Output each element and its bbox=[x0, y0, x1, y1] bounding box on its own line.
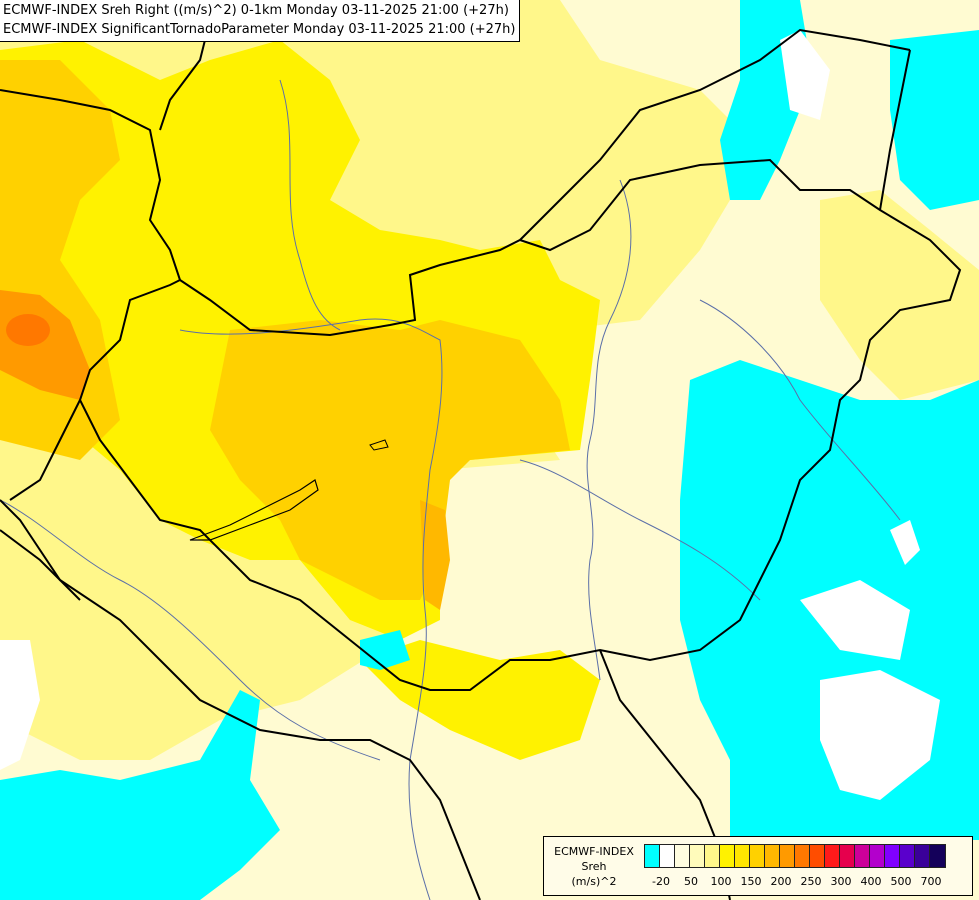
cyan-area-far-northeast bbox=[890, 30, 979, 210]
legend-swatches bbox=[644, 844, 946, 868]
legend-swatch bbox=[675, 845, 690, 867]
map-title-box: ECMWF-INDEX Sreh Right ((m/s)^2) 0-1km M… bbox=[0, 0, 521, 42]
map-title-line1: ECMWF-INDEX Sreh Right ((m/s)^2) 0-1km M… bbox=[3, 3, 509, 18]
legend-swatch bbox=[750, 845, 765, 867]
lake-balaton bbox=[189, 479, 319, 541]
legend-title: ECMWF-INDEX Sreh (m/s)^2 bbox=[547, 844, 641, 889]
legend-swatch bbox=[660, 845, 675, 867]
legend-swatch bbox=[795, 845, 810, 867]
white-area-east-2 bbox=[820, 670, 940, 800]
hungary-border bbox=[78, 158, 962, 691]
legend-swatch bbox=[900, 845, 915, 867]
legend-title-line3: (m/s)^2 bbox=[571, 875, 617, 888]
legend-swatch bbox=[705, 845, 720, 867]
legend-swatch bbox=[735, 845, 750, 867]
legend-tick-label: 700 bbox=[920, 875, 942, 888]
orange-area-streak bbox=[420, 500, 450, 610]
legend-tick-label: 200 bbox=[770, 875, 792, 888]
legend-swatch bbox=[870, 845, 885, 867]
legend-swatch bbox=[855, 845, 870, 867]
legend-swatch bbox=[720, 845, 735, 867]
legend-swatch bbox=[645, 845, 660, 867]
legend-tick-label: -20 bbox=[652, 875, 670, 888]
legend-title-line2: Sreh bbox=[581, 860, 607, 873]
legend-swatch bbox=[780, 845, 795, 867]
legend-swatch bbox=[930, 845, 945, 867]
white-area-west bbox=[0, 640, 40, 770]
legend-swatch bbox=[885, 845, 900, 867]
orange-yellow-area-central bbox=[210, 320, 570, 600]
map-title-line2: ECMWF-INDEX SignificantTornadoParameter … bbox=[3, 22, 516, 37]
white-area-east-3 bbox=[890, 520, 920, 565]
yellow-area-south bbox=[360, 640, 600, 760]
legend-tick-label: 400 bbox=[860, 875, 882, 888]
lake-small bbox=[369, 439, 389, 451]
legend-tick-label: 250 bbox=[800, 875, 822, 888]
legend-tick-label: 300 bbox=[830, 875, 852, 888]
color-legend: ECMWF-INDEX Sreh (m/s)^2 -20 50 100 150 200 2… bbox=[543, 836, 973, 896]
orange-area-core bbox=[6, 314, 50, 346]
white-area-north bbox=[780, 30, 830, 120]
legend-title-line1: ECMWF-INDEX bbox=[554, 845, 634, 858]
legend-tick-label: 50 bbox=[684, 875, 698, 888]
legend-swatch bbox=[690, 845, 705, 867]
legend-swatch bbox=[825, 845, 840, 867]
legend-swatch bbox=[840, 845, 855, 867]
yellow-area-east bbox=[820, 190, 979, 400]
legend-swatch bbox=[765, 845, 780, 867]
legend-swatch bbox=[915, 845, 930, 867]
legend-tick-label: 100 bbox=[710, 875, 732, 888]
cyan-area-small bbox=[360, 630, 410, 670]
legend-swatch bbox=[810, 845, 825, 867]
legend-tick-label: 500 bbox=[890, 875, 912, 888]
white-area-east-1 bbox=[800, 580, 910, 660]
cyan-area-southwest bbox=[0, 690, 280, 900]
legend-tick-label: 150 bbox=[740, 875, 762, 888]
